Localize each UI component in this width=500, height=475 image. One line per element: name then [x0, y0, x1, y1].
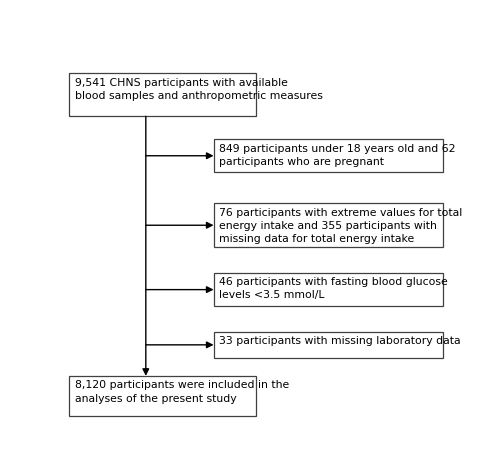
- Bar: [70, 74, 256, 116]
- Bar: [214, 332, 443, 358]
- Text: 9,541 CHNS participants with available
blood samples and anthropometric measures: 9,541 CHNS participants with available b…: [76, 78, 323, 101]
- Text: 33 participants with missing laboratory data: 33 participants with missing laboratory …: [220, 336, 461, 346]
- Bar: [214, 203, 443, 247]
- Bar: [70, 376, 256, 416]
- Bar: [214, 139, 443, 172]
- Text: 849 participants under 18 years old and 62
participants who are pregnant: 849 participants under 18 years old and …: [220, 143, 456, 167]
- Bar: [214, 273, 443, 306]
- Text: 76 participants with extreme values for total
energy intake and 355 participants: 76 participants with extreme values for …: [220, 208, 462, 244]
- Text: 8,120 participants were included in the
analyses of the present study: 8,120 participants were included in the …: [76, 380, 290, 404]
- Text: 46 participants with fasting blood glucose
levels <3.5 mmol/L: 46 participants with fasting blood gluco…: [220, 277, 448, 300]
